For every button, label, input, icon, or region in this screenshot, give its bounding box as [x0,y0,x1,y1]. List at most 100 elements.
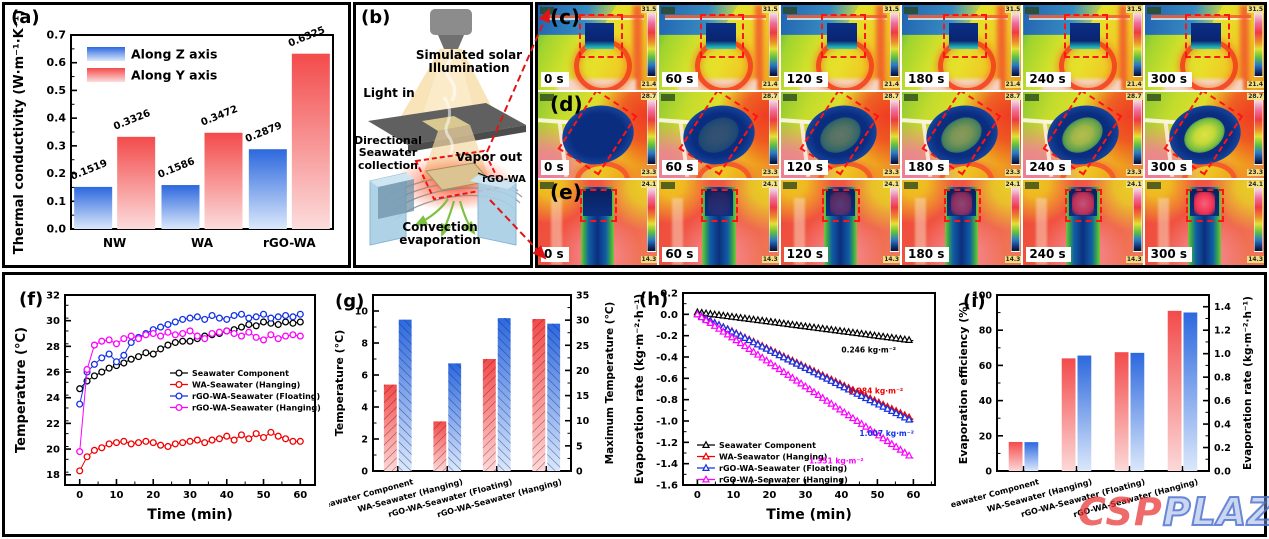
svg-text:-0.4: -0.4 [656,353,678,364]
evaporation-efficiency-chart: (i) 0 20 40 60 80 100 0.0 0.2 0.4 0.6 0.8 1.0 1.2 1.4… [944,279,1267,533]
thermal-frame-c-120s: 120 s 31.5 21.4 [780,5,900,91]
svg-text:1.2: 1.2 [1214,326,1231,337]
svg-text:10: 10 [576,416,590,427]
scale-max: 24.1 [1004,180,1022,188]
scale-max: 28.7 [640,93,658,101]
scale-min: 14.3 [640,256,658,263]
panel-b: (b) [353,2,533,268]
scale-min: 14.3 [1247,256,1264,263]
c-line [907,15,1009,19]
temperature-bars-chart: (g) 0 2 4 6 8 10 0 5 10 15 20 25 30 35 Temperature (°C… [318,279,621,533]
thermal-frame-e-120s: 120 s 24.1 14.3 [780,179,900,265]
e-hot [950,192,973,216]
svg-text:0.2: 0.2 [660,289,678,300]
svg-text:1.0: 1.0 [1214,349,1231,360]
flir-logo-chip [1146,94,1161,102]
svg-text:50: 50 [870,490,884,501]
rgo-wa-pointer-line [477,172,489,178]
bar [291,53,330,230]
svg-text:0.3472: 0.3472 [200,104,240,129]
svg-text:10: 10 [726,490,740,501]
panel-b-label-convection-evaporation: Convection evaporation [399,220,481,248]
e-hot [1072,192,1094,216]
svg-text:6: 6 [361,371,368,382]
dashbox [822,189,860,223]
panel-c-letter: (c) [550,5,581,29]
panel-b-label-light-in: Light in [363,86,415,100]
scale-max: 31.5 [883,6,900,13]
svg-text:30: 30 [798,490,812,501]
svg-text:Along Y axis: Along Y axis [131,68,217,83]
svg-text:5: 5 [576,441,583,452]
flir-logo-chip [904,94,918,102]
thermal-frame-c-240s: 240 s 31.5 21.4 [1023,5,1143,91]
temperature-time-chart: (f) 18 20 22 24 26 28 30 32 0 10 20 30 40 50 60 Time (m… [11,279,329,533]
svg-text:40: 40 [220,490,234,501]
flir-logo-chip [782,94,797,102]
c-line [543,15,645,19]
svg-text:1.007 kg·m⁻²: 1.007 kg·m⁻² [859,429,914,438]
panel-b-label-directional-collection: Directional Seawater collection [354,134,422,172]
panel-a-letter: (a) [11,7,40,28]
flir-logo-chip [904,7,918,14]
flir-logo-chip [1025,94,1040,102]
svg-text:rGO-WA-Seawater (Hanging): rGO-WA-Seawater (Hanging) [192,404,321,413]
svg-text:-1.2: -1.2 [656,438,678,449]
scale-max: 24.1 [761,180,779,188]
svg-text:0: 0 [985,467,992,478]
c-sample [705,22,736,50]
svg-text:0.6: 0.6 [47,56,67,69]
time-label: 60 s [662,72,699,88]
svg-text:Maximum Temperature (°C): Maximum Temperature (°C) [604,302,616,465]
e-cap [583,189,612,217]
scale-max: 31.5 [1247,6,1264,13]
thermal-frame-e-0s: 0 s 24.1 14.3 (e) [538,179,658,265]
flir-logo-chip [782,181,797,189]
c-line [665,15,766,19]
svg-text:50: 50 [257,490,271,501]
svg-text:40: 40 [834,490,848,501]
scale-max: 31.5 [761,6,779,13]
thermal-frame-c-300s: 300 s 31.5 21.4 [1144,5,1264,91]
scale-max: 28.7 [1125,93,1143,101]
e-post [793,198,805,265]
time-label: 120 s [783,72,829,88]
dashbox [821,14,866,59]
dashbox [701,189,739,223]
thermal-frame-d-0s: 0 s 28.7 23.3 (d) [538,92,658,178]
svg-text:30: 30 [576,316,590,327]
scale-min: 21.4 [1004,81,1022,89]
scale-max: 28.7 [1247,93,1264,101]
time-label: 0 s [541,247,569,262]
scale-min: 14.3 [761,256,779,263]
svg-text:0.2: 0.2 [47,167,67,180]
time-label: 60 s [662,247,699,262]
time-label: 300 s [1147,159,1193,175]
c-line [786,15,887,19]
panel-cde-thermal: 0 s 31.5 21.4 (c) 60 s 31.5 21.4 120 s 31.5 21.4 1… [535,2,1267,268]
panel-b-label-simulated-solar: Simulated solar Illumination [415,48,523,76]
thermal-frame-d-180s: 180 s 28.7 23.3 [902,92,1022,178]
c-sample [1069,22,1100,50]
thermal-frame-d-60s: 60 s 28.7 23.3 [659,92,779,178]
svg-text:20: 20 [576,366,590,377]
cbar [890,7,899,78]
svg-text:20: 20 [979,431,993,442]
svg-text:Time (min): Time (min) [147,507,232,523]
svg-text:rGO-WA: rGO-WA [263,236,316,250]
e-cap [704,189,734,217]
c-stripe [997,5,1006,91]
time-label: 240 s [1026,159,1071,175]
panel-d-letter: (d) [550,92,583,117]
cbar [647,7,657,78]
svg-text:26: 26 [46,368,60,379]
scale-max: 31.5 [1004,6,1022,13]
svg-text:Time (min): Time (min) [766,507,851,523]
scale-max: 28.7 [883,93,900,101]
svg-text:0: 0 [76,490,83,501]
scale-min: 14.3 [1125,256,1143,263]
scale-max: 31.5 [640,6,658,13]
thermal-frame-d-240s: 240 s 28.7 23.3 [1023,92,1143,178]
thermal-frame-d-300s: 300 s 28.7 23.3 [1144,92,1264,178]
